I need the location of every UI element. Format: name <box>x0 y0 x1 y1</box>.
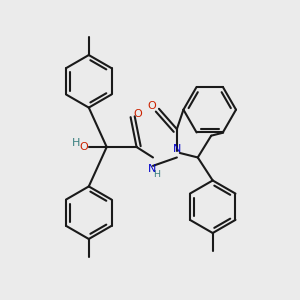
Text: N: N <box>148 164 157 174</box>
Text: O: O <box>79 142 88 152</box>
Text: N: N <box>173 143 182 154</box>
Text: O: O <box>134 109 142 118</box>
Text: H: H <box>153 170 161 179</box>
Text: H: H <box>72 138 80 148</box>
Text: O: O <box>147 101 156 111</box>
